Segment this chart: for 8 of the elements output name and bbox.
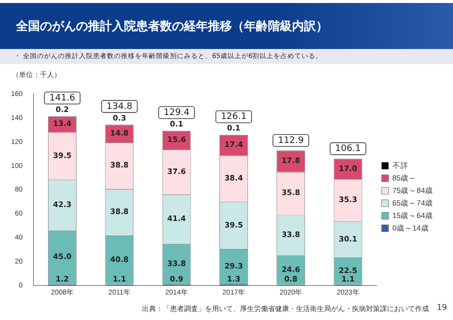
total-label: 129.4 [164,108,190,118]
chart-title: 全国のがんの推計入院患者数の経年推移（年齢階級内訳） [0,3,453,49]
total-label: 106.1 [335,144,361,154]
total-label: 126.1 [220,112,247,122]
total-label: 112.9 [278,136,304,146]
total-label: 141.6 [49,93,76,104]
text: 19 [436,303,447,312]
total-label: 134.8 [106,102,133,112]
